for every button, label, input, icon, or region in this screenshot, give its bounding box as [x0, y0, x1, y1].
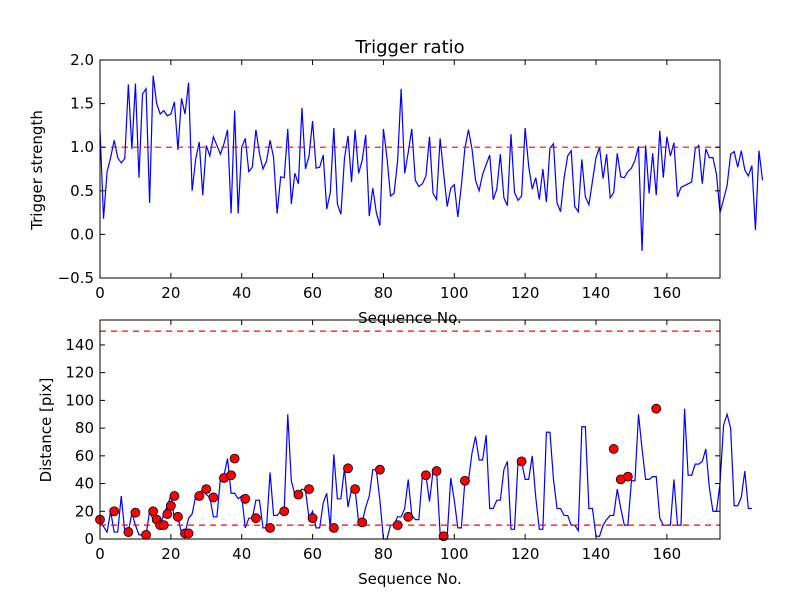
bottom-x-axis-label: Sequence No.: [358, 570, 462, 588]
bottom-marker-17: [208, 492, 219, 503]
top-x-tick-label-0: 0: [95, 284, 105, 302]
bottom-marker-32: [374, 464, 385, 475]
top-x-tick-label-7: 140: [582, 284, 611, 302]
bottom-x-tick-label-6: 120: [511, 545, 540, 563]
top-x-tick-label-2: 40: [232, 284, 251, 302]
bottom-marker-28: [328, 523, 339, 533]
top-y-tick-label-4: 1.5: [70, 95, 94, 113]
bottom-x-tick-label-3: 60: [303, 545, 322, 563]
top-chart: Trigger ratio 0 20 40 60 80 100 120 140 160−0.50…: [28, 37, 764, 327]
bottom-marker-1: [109, 506, 120, 517]
bottom-marker-37: [438, 531, 449, 542]
bottom-x-tick-label-1: 20: [161, 545, 180, 563]
bottom-marker-15: [194, 491, 205, 501]
bottom-marker-38: [460, 475, 470, 486]
bottom-x-tick-label-2: 40: [232, 545, 251, 563]
bottom-marker-21: [240, 493, 251, 504]
top-y-tick-label-2: 0.5: [70, 182, 94, 200]
top-x-tick-label-8: 160: [653, 284, 682, 302]
top-series-line: [99, 75, 764, 251]
top-x-tick-label-3: 60: [303, 284, 322, 302]
bottom-marker-5: [148, 506, 159, 517]
bottom-marker-24: [279, 506, 290, 517]
bottom-plot-area: 0 20 40 60 80 100 120 140 160 0 20 40 60 80 100 120 140: [65, 319, 752, 563]
bottom-marker-20: [229, 453, 240, 464]
bottom-x-tick-label-8: 160: [653, 545, 682, 563]
top-x-tick-label-4: 80: [374, 284, 393, 302]
bottom-marker-12: [173, 511, 183, 522]
bottom-y-tick-label-6: 120: [65, 364, 94, 382]
bottom-y-tick-label-2: 40: [75, 475, 94, 493]
bottom-y-tick-label-4: 80: [75, 419, 94, 437]
top-x-tick-label-5: 100: [440, 284, 469, 302]
bottom-marker-34: [403, 511, 414, 522]
bottom-marker-19: [226, 470, 236, 481]
bottom-marker-29: [343, 463, 353, 474]
bottom-marker-10: [165, 500, 176, 511]
bottom-y-tick-label-3: 60: [75, 447, 94, 465]
top-y-tick-label-1: 0.0: [70, 225, 94, 243]
bottom-marker-35: [421, 470, 431, 481]
top-y-tick-label-3: 1.0: [70, 138, 94, 156]
bottom-marker-25: [293, 489, 304, 500]
bottom-marker-26: [304, 484, 314, 495]
bottom-y-tick-label-5: 100: [65, 391, 94, 409]
bottom-marker-2: [123, 527, 134, 537]
bottom-chart: 0 20 40 60 80 100 120 140 160020406080100120140 …: [37, 319, 752, 588]
top-x-tick-label-6: 120: [511, 284, 540, 302]
bottom-marker-31: [357, 517, 368, 528]
bottom-marker-42: [622, 471, 633, 482]
bottom-y-tick-label-1: 20: [75, 502, 94, 520]
bottom-y-tick-label-7: 140: [65, 336, 94, 354]
top-frame: [99, 59, 721, 279]
bottom-marker-33: [392, 520, 403, 531]
top-chart-title: Trigger ratio: [354, 37, 464, 58]
bottom-marker-27: [307, 513, 318, 524]
bottom-x-tick-label-0: 0: [95, 545, 105, 563]
bottom-marker-3: [130, 507, 141, 518]
bottom-marker-39: [516, 456, 527, 467]
bottom-x-tick-label-7: 140: [582, 545, 611, 563]
bottom-x-tick-label-4: 80: [374, 545, 393, 563]
bottom-marker-36: [431, 466, 442, 476]
bottom-y-axis-label: Distance [pix]: [37, 378, 55, 483]
bottom-marker-11: [169, 491, 180, 501]
top-y-tick-label-0: −0.5: [58, 269, 94, 287]
bottom-marker-9: [162, 509, 173, 519]
bottom-marker-4: [141, 529, 151, 540]
bottom-y-tick-label-0: 0: [84, 530, 94, 548]
bottom-marker-40: [608, 444, 619, 454]
bottom-marker-23: [265, 523, 275, 533]
bottom-marker-14: [183, 528, 194, 539]
bottom-marker-43: [651, 403, 662, 414]
bottom-x-tick-label-5: 100: [440, 545, 469, 563]
bottom-frame: [99, 319, 721, 540]
bottom-marker-22: [250, 513, 261, 524]
bottom-marker-30: [350, 484, 360, 495]
bottom-marker-8: [158, 520, 169, 531]
bottom-marker-16: [201, 484, 212, 495]
top-x-tick-label-1: 20: [161, 284, 180, 302]
top-y-axis-label: Trigger strength: [28, 110, 46, 231]
top-x-axis-label: Sequence No.: [358, 309, 462, 327]
top-y-tick-label-5: 2.0: [70, 51, 94, 69]
top-plot-area: 0 20 40 60 80 100 120 140 160 −0.5 0.0 0.5 1.0 1.5 2.0: [58, 51, 764, 302]
